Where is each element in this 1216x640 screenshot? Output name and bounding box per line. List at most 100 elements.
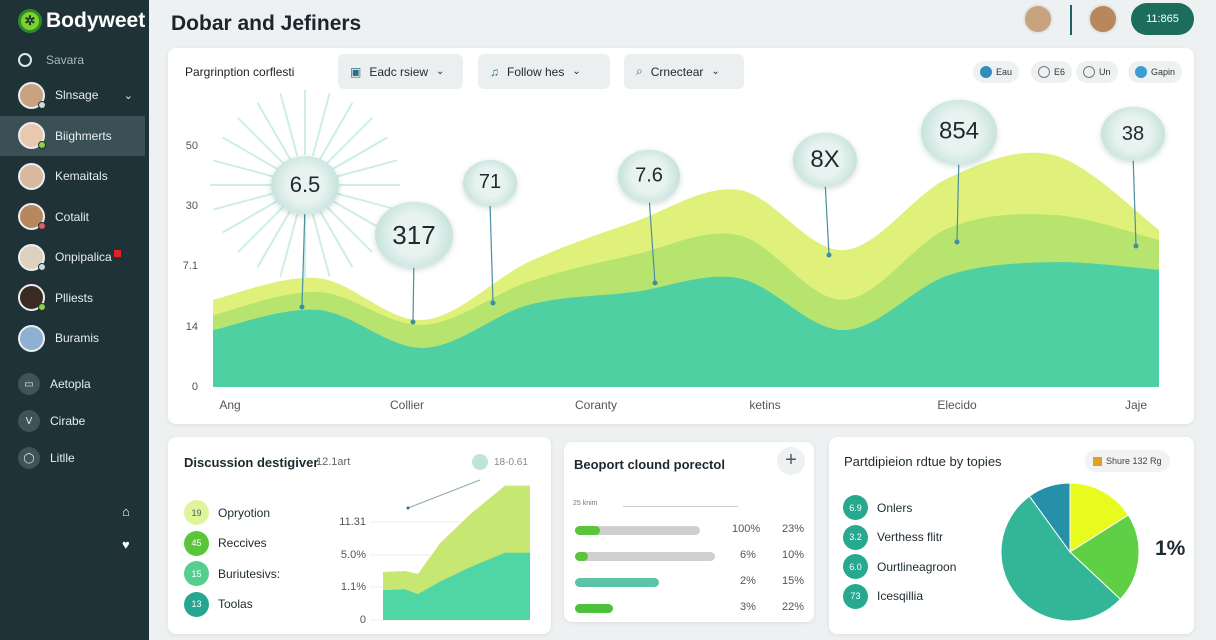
progress-value: 15%: [782, 575, 805, 587]
dropdown-label: Eadc rsiew: [369, 64, 429, 79]
legend-label: Icesqillia: [877, 589, 924, 603]
ring-icon: ◯: [18, 447, 40, 469]
sidebar-item[interactable]: Slnsage ⌄: [0, 75, 145, 115]
x-tick-label: Jaje: [1124, 398, 1148, 412]
annotation-leader: [824, 179, 830, 256]
chevron-down-icon: ⌄: [436, 66, 445, 77]
pill-icon: [1038, 66, 1050, 78]
filter-dropdown[interactable]: ▣ Eadc rsiew ⌄: [338, 54, 463, 89]
value-callout[interactable]: 38: [1101, 106, 1165, 162]
add-button[interactable]: +: [777, 447, 805, 475]
sunburst-ray: [319, 210, 354, 268]
filter-pill[interactable]: Gapin: [1128, 61, 1183, 83]
filter-pill[interactable]: Eau: [973, 61, 1020, 83]
sidebar-item[interactable]: Buramis: [0, 318, 145, 358]
progress-bar: [575, 604, 613, 613]
share-button[interactable]: Shure 132 Rg: [1085, 450, 1170, 472]
legend-badge: 6.9: [843, 495, 868, 520]
status-dot-icon: [38, 262, 46, 271]
sunburst-ray: [222, 199, 280, 234]
y-tick-label: 14: [185, 320, 198, 333]
data-point: [954, 239, 960, 245]
avatar[interactable]: [1023, 4, 1053, 34]
sidebar-item[interactable]: Cotalit: [0, 197, 145, 237]
legend-badge: 3.2: [843, 524, 868, 550]
refresh-icon: [18, 53, 32, 67]
share-label: Shure 132 Rg: [1106, 456, 1162, 466]
bell-icon[interactable]: ⌂: [122, 504, 130, 519]
annotation-leader: [648, 195, 656, 284]
y-tick-label: 7.1: [182, 260, 198, 273]
folder-icon: ▭: [18, 373, 40, 395]
legend-label: Onlers: [877, 500, 913, 515]
x-tick-label: Ang: [219, 398, 241, 412]
sidebar-top-item[interactable]: Savara: [18, 53, 84, 67]
legend-item[interactable]: 45 Reccives: [184, 530, 267, 556]
value-callout[interactable]: 6.5: [271, 156, 339, 214]
sunburst-ray: [330, 136, 388, 171]
data-point: [826, 252, 832, 258]
app-name: Bodyweet: [46, 9, 146, 32]
sunburst-ray: [222, 136, 280, 171]
legend-badge: 45: [184, 530, 209, 556]
progress-header-line: [623, 506, 738, 507]
legend-item[interactable]: 15 Buriutesivs:: [184, 561, 280, 586]
sidebar-link[interactable]: V Cirabe: [0, 401, 145, 441]
value-callout[interactable]: 854: [921, 99, 997, 165]
legend-badge: 19: [184, 500, 209, 525]
y-tick-label: 0: [359, 614, 366, 626]
heart-icon[interactable]: ♥: [122, 537, 130, 552]
sidebar-link-label: Cirabe: [50, 414, 86, 428]
progress-track: [575, 526, 700, 535]
value-callout[interactable]: 8X: [793, 132, 857, 188]
pie-title: Partdipieion rdtue by topies: [844, 454, 1002, 469]
filter-dropdown[interactable]: ⌕ Crnectear ⌄: [624, 54, 744, 89]
data-point: [490, 300, 496, 306]
value-callout[interactable]: 71: [463, 160, 517, 206]
sunburst-ray: [256, 210, 291, 268]
sunburst-ray: [237, 117, 285, 165]
time-button[interactable]: 11:865: [1131, 3, 1194, 35]
sidebar-link[interactable]: ◯ Litlle: [0, 438, 145, 478]
x-tick-label: Collier: [389, 398, 425, 412]
page-title: Dobar and Jefiners: [171, 12, 362, 35]
sunburst-ray: [279, 213, 299, 278]
progress-bar: [575, 552, 588, 561]
sunburst-ray: [311, 213, 331, 278]
chevron-down-icon: ⌄: [711, 66, 720, 77]
chevron-down-icon: ⌄: [572, 66, 581, 77]
app-logo[interactable]: ✲ Bodyweet: [18, 9, 145, 33]
sidebar-item-label: Onpipalica: [55, 250, 112, 264]
sidebar-item[interactable]: Kemaitals: [0, 156, 145, 196]
sunburst-ray: [319, 102, 354, 160]
avatar: [18, 122, 46, 149]
chevron-down-icon[interactable]: ⌄: [123, 89, 133, 102]
sidebar-item[interactable]: Onpipalica: [0, 237, 145, 277]
legend-item[interactable]: 73 Icesqillia: [843, 583, 924, 609]
progress-value: 6%: [740, 549, 756, 561]
pill-label: Eau: [996, 67, 1013, 77]
avatar[interactable]: [1088, 4, 1118, 34]
status-dot-icon: [38, 303, 46, 311]
x-tick-label: Elecido: [937, 398, 977, 412]
legend-item[interactable]: 3.2 Verthess flitr: [843, 524, 943, 550]
sidebar-item[interactable]: Biighmerts: [0, 115, 145, 156]
legend-item[interactable]: 19 Opryotion: [184, 500, 270, 525]
legend-item[interactable]: 6.9 Onlers: [843, 495, 912, 520]
filter-pill[interactable]: E6: [1031, 61, 1073, 83]
sidebar-top-label: Savara: [46, 53, 85, 67]
value-callout[interactable]: 317: [375, 201, 453, 269]
filter-pill[interactable]: Un: [1076, 61, 1118, 83]
legend-label: Opryotion: [218, 505, 271, 520]
legend-item[interactable]: 13 Toolas: [184, 591, 253, 617]
legend-label: Buriutesivs:: [218, 566, 281, 581]
sidebar-item[interactable]: Plliests: [0, 278, 145, 318]
dropdown-label: Crnectear: [650, 64, 704, 79]
value-callout[interactable]: 7.6: [618, 149, 680, 203]
sidebar-link[interactable]: ▭ Aetopla: [0, 364, 145, 404]
pill-label: Un: [1099, 67, 1111, 77]
filter-dropdown[interactable]: ♫ Follow hes ⌄: [478, 54, 610, 89]
legend-badge: 13: [184, 591, 209, 617]
legend-item[interactable]: 6.0 Ourtlineagroon: [843, 554, 956, 579]
